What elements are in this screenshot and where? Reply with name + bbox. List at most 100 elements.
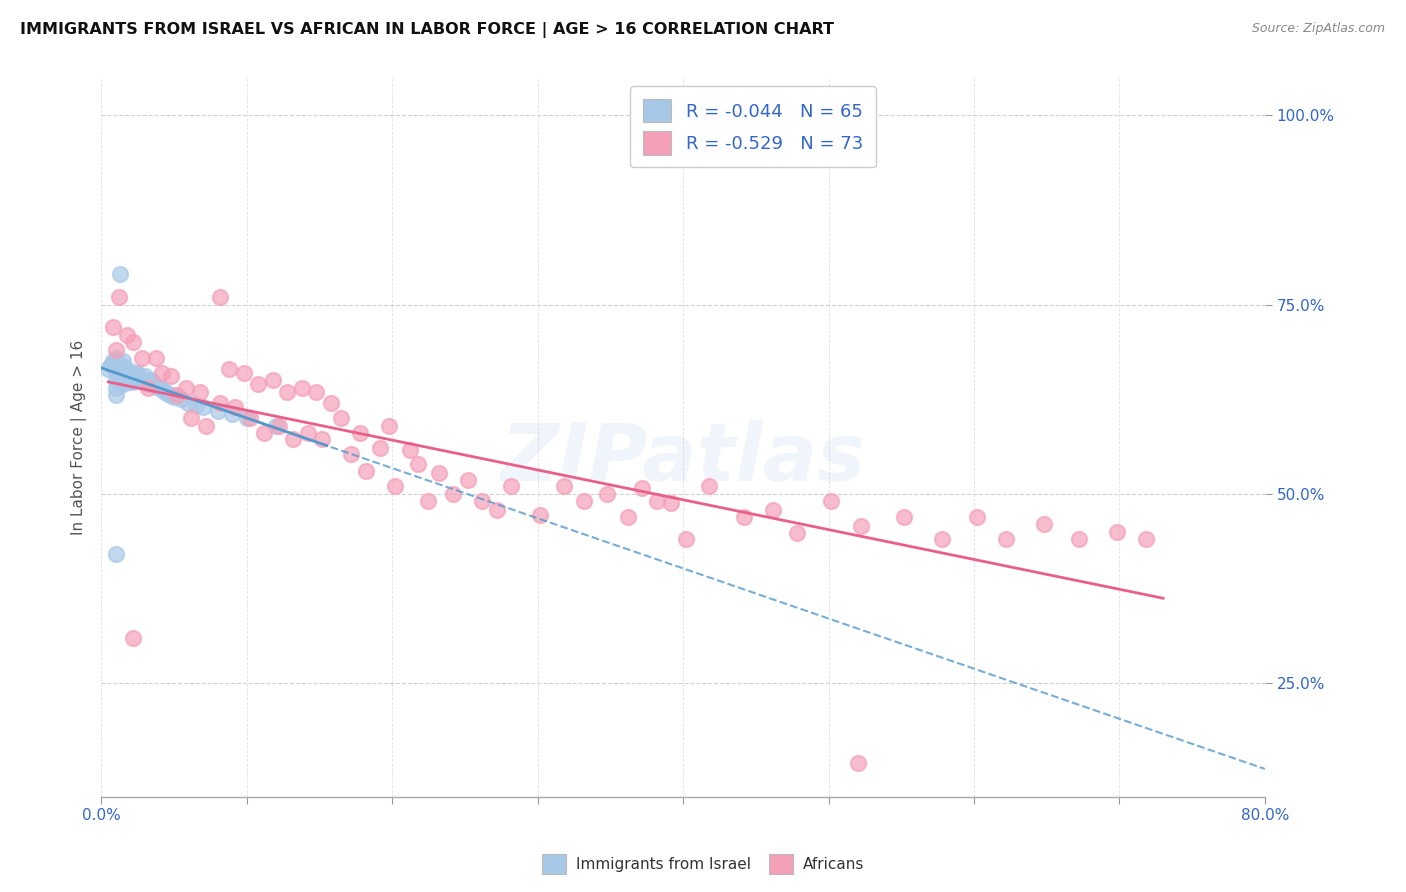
- Point: [122, 335, 145, 350]
- Text: Source: ZipAtlas.com: Source: ZipAtlas.com: [1251, 22, 1385, 36]
- Point: [120, 364, 142, 378]
- Point: [136, 375, 159, 389]
- Point: [132, 375, 155, 389]
- Point: [124, 368, 146, 382]
- Point: [471, 494, 494, 508]
- Point: [349, 426, 371, 441]
- Point: [174, 381, 197, 395]
- Point: [103, 357, 125, 371]
- Point: [125, 372, 148, 386]
- Point: [188, 384, 211, 399]
- Point: [148, 381, 170, 395]
- Point: [631, 481, 654, 495]
- Point: [170, 392, 193, 407]
- Legend: Immigrants from Israel, Africans: Immigrants from Israel, Africans: [536, 848, 870, 880]
- Point: [931, 533, 953, 547]
- Y-axis label: In Labor Force | Age > 16: In Labor Force | Age > 16: [72, 340, 87, 534]
- Point: [501, 479, 523, 493]
- Point: [166, 388, 188, 402]
- Point: [820, 494, 842, 508]
- Point: [319, 396, 342, 410]
- Point: [786, 526, 808, 541]
- Point: [101, 354, 124, 368]
- Point: [117, 373, 139, 387]
- Point: [108, 357, 131, 371]
- Point: [305, 384, 328, 399]
- Point: [207, 403, 229, 417]
- Point: [276, 384, 298, 399]
- Text: ZIPatlas: ZIPatlas: [501, 419, 866, 498]
- Point: [616, 509, 638, 524]
- Point: [150, 366, 173, 380]
- Point: [122, 631, 145, 645]
- Text: IMMIGRANTS FROM ISRAEL VS AFRICAN IN LABOR FORCE | AGE > 16 CORRELATION CHART: IMMIGRANTS FROM ISRAEL VS AFRICAN IN LAB…: [20, 22, 834, 38]
- Point: [247, 377, 270, 392]
- Point: [645, 494, 668, 508]
- Point: [108, 267, 131, 281]
- Point: [111, 369, 134, 384]
- Point: [675, 533, 697, 547]
- Point: [107, 290, 129, 304]
- Point: [111, 377, 134, 392]
- Point: [145, 379, 167, 393]
- Point: [733, 509, 755, 524]
- Point: [370, 442, 392, 456]
- Point: [485, 503, 508, 517]
- Point: [145, 351, 167, 365]
- Point: [238, 411, 260, 425]
- Point: [262, 373, 284, 387]
- Point: [104, 343, 127, 357]
- Point: [115, 372, 138, 386]
- Point: [218, 362, 240, 376]
- Point: [128, 369, 150, 384]
- Point: [104, 548, 127, 562]
- Point: [846, 756, 869, 770]
- Point: [235, 411, 257, 425]
- Point: [104, 373, 127, 387]
- Point: [129, 373, 152, 387]
- Point: [849, 518, 872, 533]
- Point: [110, 369, 132, 384]
- Point: [112, 368, 135, 382]
- Point: [194, 418, 217, 433]
- Point: [398, 442, 420, 457]
- Point: [141, 375, 163, 389]
- Legend: R = -0.044   N = 65, R = -0.529   N = 73: R = -0.044 N = 65, R = -0.529 N = 73: [630, 87, 876, 167]
- Point: [120, 372, 142, 386]
- Point: [163, 390, 186, 404]
- Point: [697, 479, 720, 493]
- Point: [311, 433, 333, 447]
- Point: [762, 503, 785, 517]
- Point: [330, 411, 353, 425]
- Point: [117, 327, 139, 342]
- Point: [406, 457, 429, 471]
- Point: [111, 354, 134, 368]
- Point: [131, 351, 153, 365]
- Point: [384, 479, 406, 493]
- Point: [104, 381, 127, 395]
- Point: [184, 397, 207, 411]
- Point: [160, 388, 183, 402]
- Point: [150, 383, 173, 397]
- Point: [104, 358, 127, 372]
- Point: [553, 479, 575, 493]
- Point: [138, 377, 160, 392]
- Point: [661, 496, 683, 510]
- Point: [378, 418, 401, 433]
- Point: [297, 426, 319, 441]
- Point: [418, 494, 440, 508]
- Point: [115, 364, 138, 378]
- Point: [354, 464, 377, 478]
- Point: [127, 372, 149, 386]
- Point: [136, 381, 159, 395]
- Point: [153, 384, 176, 399]
- Point: [1135, 533, 1157, 547]
- Point: [177, 396, 200, 410]
- Point: [893, 509, 915, 524]
- Point: [291, 381, 314, 395]
- Point: [104, 351, 127, 365]
- Point: [283, 433, 305, 447]
- Point: [104, 388, 127, 402]
- Point: [118, 375, 141, 389]
- Point: [572, 494, 595, 508]
